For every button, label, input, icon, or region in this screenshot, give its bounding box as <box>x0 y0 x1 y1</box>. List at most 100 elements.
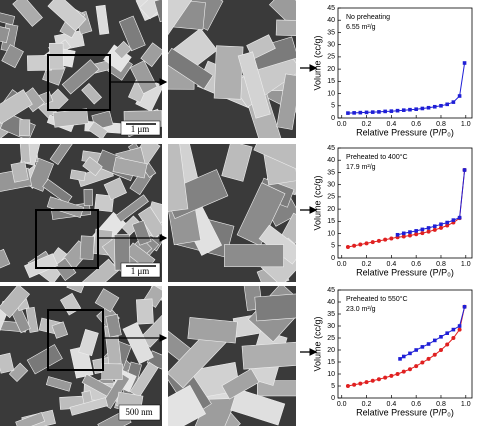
y-tick-label: 0 <box>331 255 335 262</box>
crystal <box>103 177 127 201</box>
point <box>358 110 363 115</box>
y-tick-label: 15 <box>327 78 335 85</box>
point <box>352 111 356 115</box>
x-axis-label: Relative Pressure (P/P₀) <box>356 127 454 137</box>
point <box>414 232 419 237</box>
crystal <box>45 376 72 392</box>
point <box>457 324 462 328</box>
point <box>364 241 369 246</box>
crystal <box>26 344 63 375</box>
y-tick-label: 45 <box>327 5 335 12</box>
annotation: 6.55 m²/g <box>346 24 376 31</box>
y-tick-label: 30 <box>327 182 335 189</box>
crystal <box>254 293 296 322</box>
point <box>451 100 456 104</box>
y-tick-label: 15 <box>327 359 335 366</box>
crystal <box>0 26 11 44</box>
crystal <box>129 361 159 398</box>
plot-frame <box>337 7 473 119</box>
crystal <box>24 253 59 279</box>
y-tick-label: 10 <box>327 230 335 237</box>
point <box>377 110 381 114</box>
point <box>401 108 406 112</box>
scale-label: 1 μm <box>131 124 150 134</box>
point <box>451 218 456 222</box>
y-tick-label: 40 <box>327 299 335 306</box>
y-axis-label: Volume (cc/g) <box>312 175 322 230</box>
crystal <box>82 156 103 177</box>
crystal <box>0 352 15 374</box>
crystal <box>213 45 244 100</box>
scale-bar-box <box>118 404 161 421</box>
crystal <box>112 156 148 179</box>
x-tick-label: 0.4 <box>386 121 396 128</box>
point <box>395 108 400 113</box>
crystal <box>140 42 162 68</box>
y-tick-label: 5 <box>331 243 335 250</box>
point <box>451 327 456 332</box>
crystal <box>221 144 253 182</box>
point <box>389 373 394 378</box>
y-tick-label: 20 <box>327 206 335 213</box>
y-tick-label: 10 <box>327 90 335 97</box>
point <box>401 231 406 236</box>
crystal <box>0 286 31 319</box>
crystal <box>61 59 100 95</box>
x-tick-label: 1.0 <box>461 261 471 268</box>
crystal <box>187 317 238 344</box>
point <box>364 380 369 385</box>
series-line <box>347 169 466 248</box>
crystal <box>154 0 162 22</box>
y-tick-label: 25 <box>327 54 335 61</box>
crystal <box>49 144 73 166</box>
series-line <box>399 306 466 360</box>
crystal <box>115 194 149 223</box>
crystal <box>221 368 260 400</box>
point <box>346 111 350 115</box>
annotation: Preheated to 550°C <box>346 295 408 303</box>
crystal <box>105 313 122 338</box>
crystal <box>69 169 86 182</box>
crystal <box>113 40 132 60</box>
point <box>345 384 350 388</box>
sem-panel <box>168 286 296 426</box>
y-tick-label: 0 <box>331 115 335 122</box>
crystal <box>131 220 152 246</box>
x-tick-label: 0.4 <box>386 261 396 268</box>
crystal <box>83 188 93 206</box>
point <box>426 342 431 346</box>
point <box>462 168 467 172</box>
crystal <box>230 388 286 426</box>
zoom-box <box>47 309 104 371</box>
y-tick-label: 30 <box>327 42 335 49</box>
point <box>432 227 437 232</box>
annotation: 17.9 m²/g <box>346 164 376 171</box>
point <box>395 232 400 237</box>
point <box>426 229 431 234</box>
crystal <box>1 44 24 69</box>
point <box>364 110 369 115</box>
y-tick-label: 25 <box>327 194 335 201</box>
crystal <box>46 196 84 218</box>
y-tick-label: 20 <box>327 66 335 73</box>
y-axis-label: Volume (cc/g) <box>312 35 322 90</box>
crystal <box>168 47 214 90</box>
crystal <box>253 144 296 170</box>
crystal <box>121 215 142 236</box>
y-tick-label: 25 <box>327 335 335 342</box>
crystal <box>276 73 296 130</box>
point <box>457 215 462 220</box>
x-tick-label: 0.2 <box>362 121 372 128</box>
point <box>401 234 406 239</box>
point <box>408 107 412 112</box>
series-line <box>397 169 466 236</box>
scale-label: 1 μm <box>131 266 150 276</box>
crystal <box>69 397 108 416</box>
point <box>352 243 357 248</box>
point <box>445 102 449 107</box>
annotation: 23.0 m²/g <box>346 306 376 313</box>
point <box>445 220 449 225</box>
point <box>401 354 406 359</box>
sem-panel <box>0 286 162 426</box>
